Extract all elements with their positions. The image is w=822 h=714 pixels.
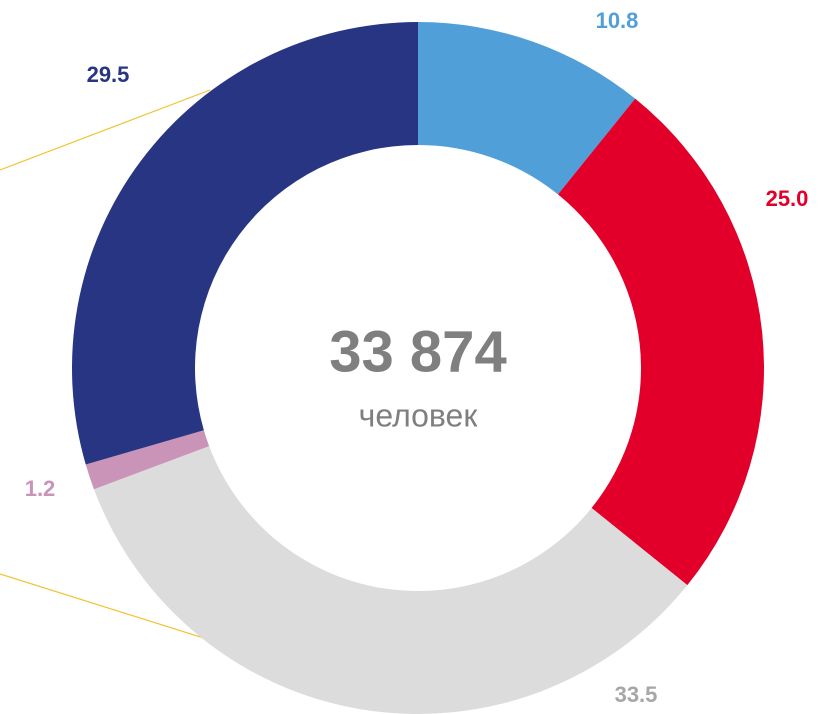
leader-line [0,573,211,641]
center-value: 33 874 [329,319,506,384]
data-label: 29.5 [87,62,130,87]
data-label: 33.5 [615,682,658,707]
donut-segment [418,22,636,195]
data-label: 25.0 [766,186,809,211]
data-label: 1.2 [25,476,56,501]
data-label: 10.8 [596,8,639,33]
center-label: человек [359,397,479,433]
donut-segment [85,430,210,490]
leader-line [0,89,211,171]
donut-segment [72,22,418,465]
donut-segment [93,446,688,714]
donut-segment [557,98,764,586]
